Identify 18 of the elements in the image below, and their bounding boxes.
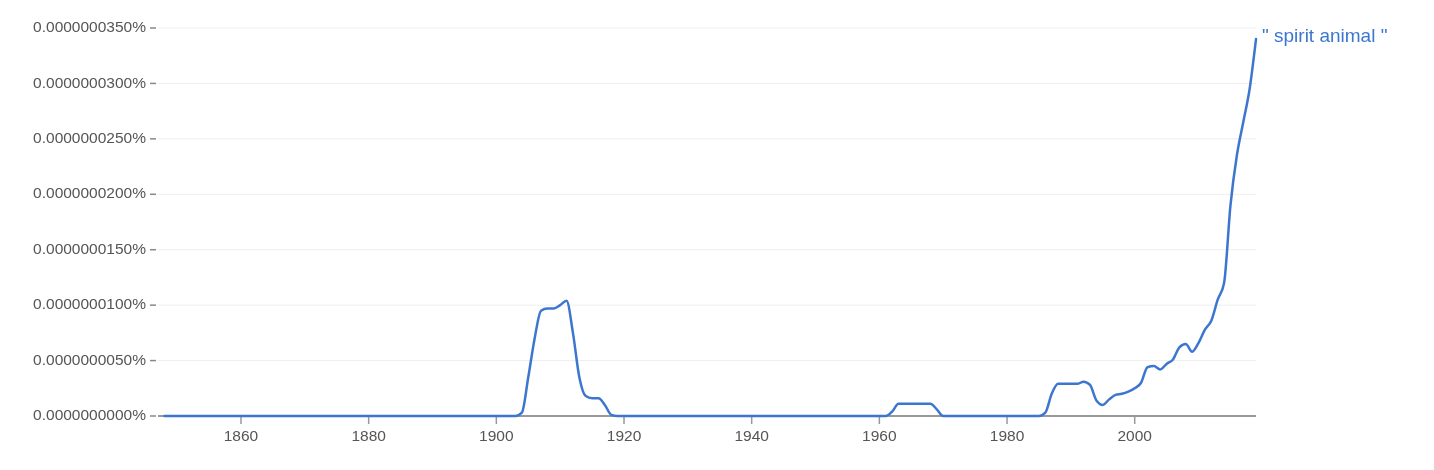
y-tick-label: 0.0000000250% [33, 128, 147, 146]
y-tick-label: 0.0000000350% [33, 18, 147, 36]
y-tick-label: 0.0000000200% [33, 184, 147, 202]
x-tick-label: 1920 [606, 427, 642, 444]
y-tick-label: 0.0000000300% [33, 73, 147, 91]
x-tick-label: 1860 [223, 427, 259, 444]
x-tick-label: 1960 [862, 427, 897, 444]
y-tick-label: 0.0000000150% [33, 239, 147, 257]
x-tick-label: 1880 [351, 427, 387, 444]
x-tick-label: 1900 [479, 427, 514, 444]
series-label: " spirit animal " [1262, 25, 1388, 47]
x-tick-label: 1980 [989, 427, 1025, 444]
x-tick-label: 1940 [734, 427, 770, 444]
line-series [163, 37, 1258, 418]
y-tick-label: 0.0000000100% [33, 295, 147, 313]
y-tick-label: 0.0000000000% [33, 406, 147, 424]
x-tick-label: 2000 [1117, 427, 1153, 444]
y-tick-label: 0.0000000050% [33, 350, 147, 368]
